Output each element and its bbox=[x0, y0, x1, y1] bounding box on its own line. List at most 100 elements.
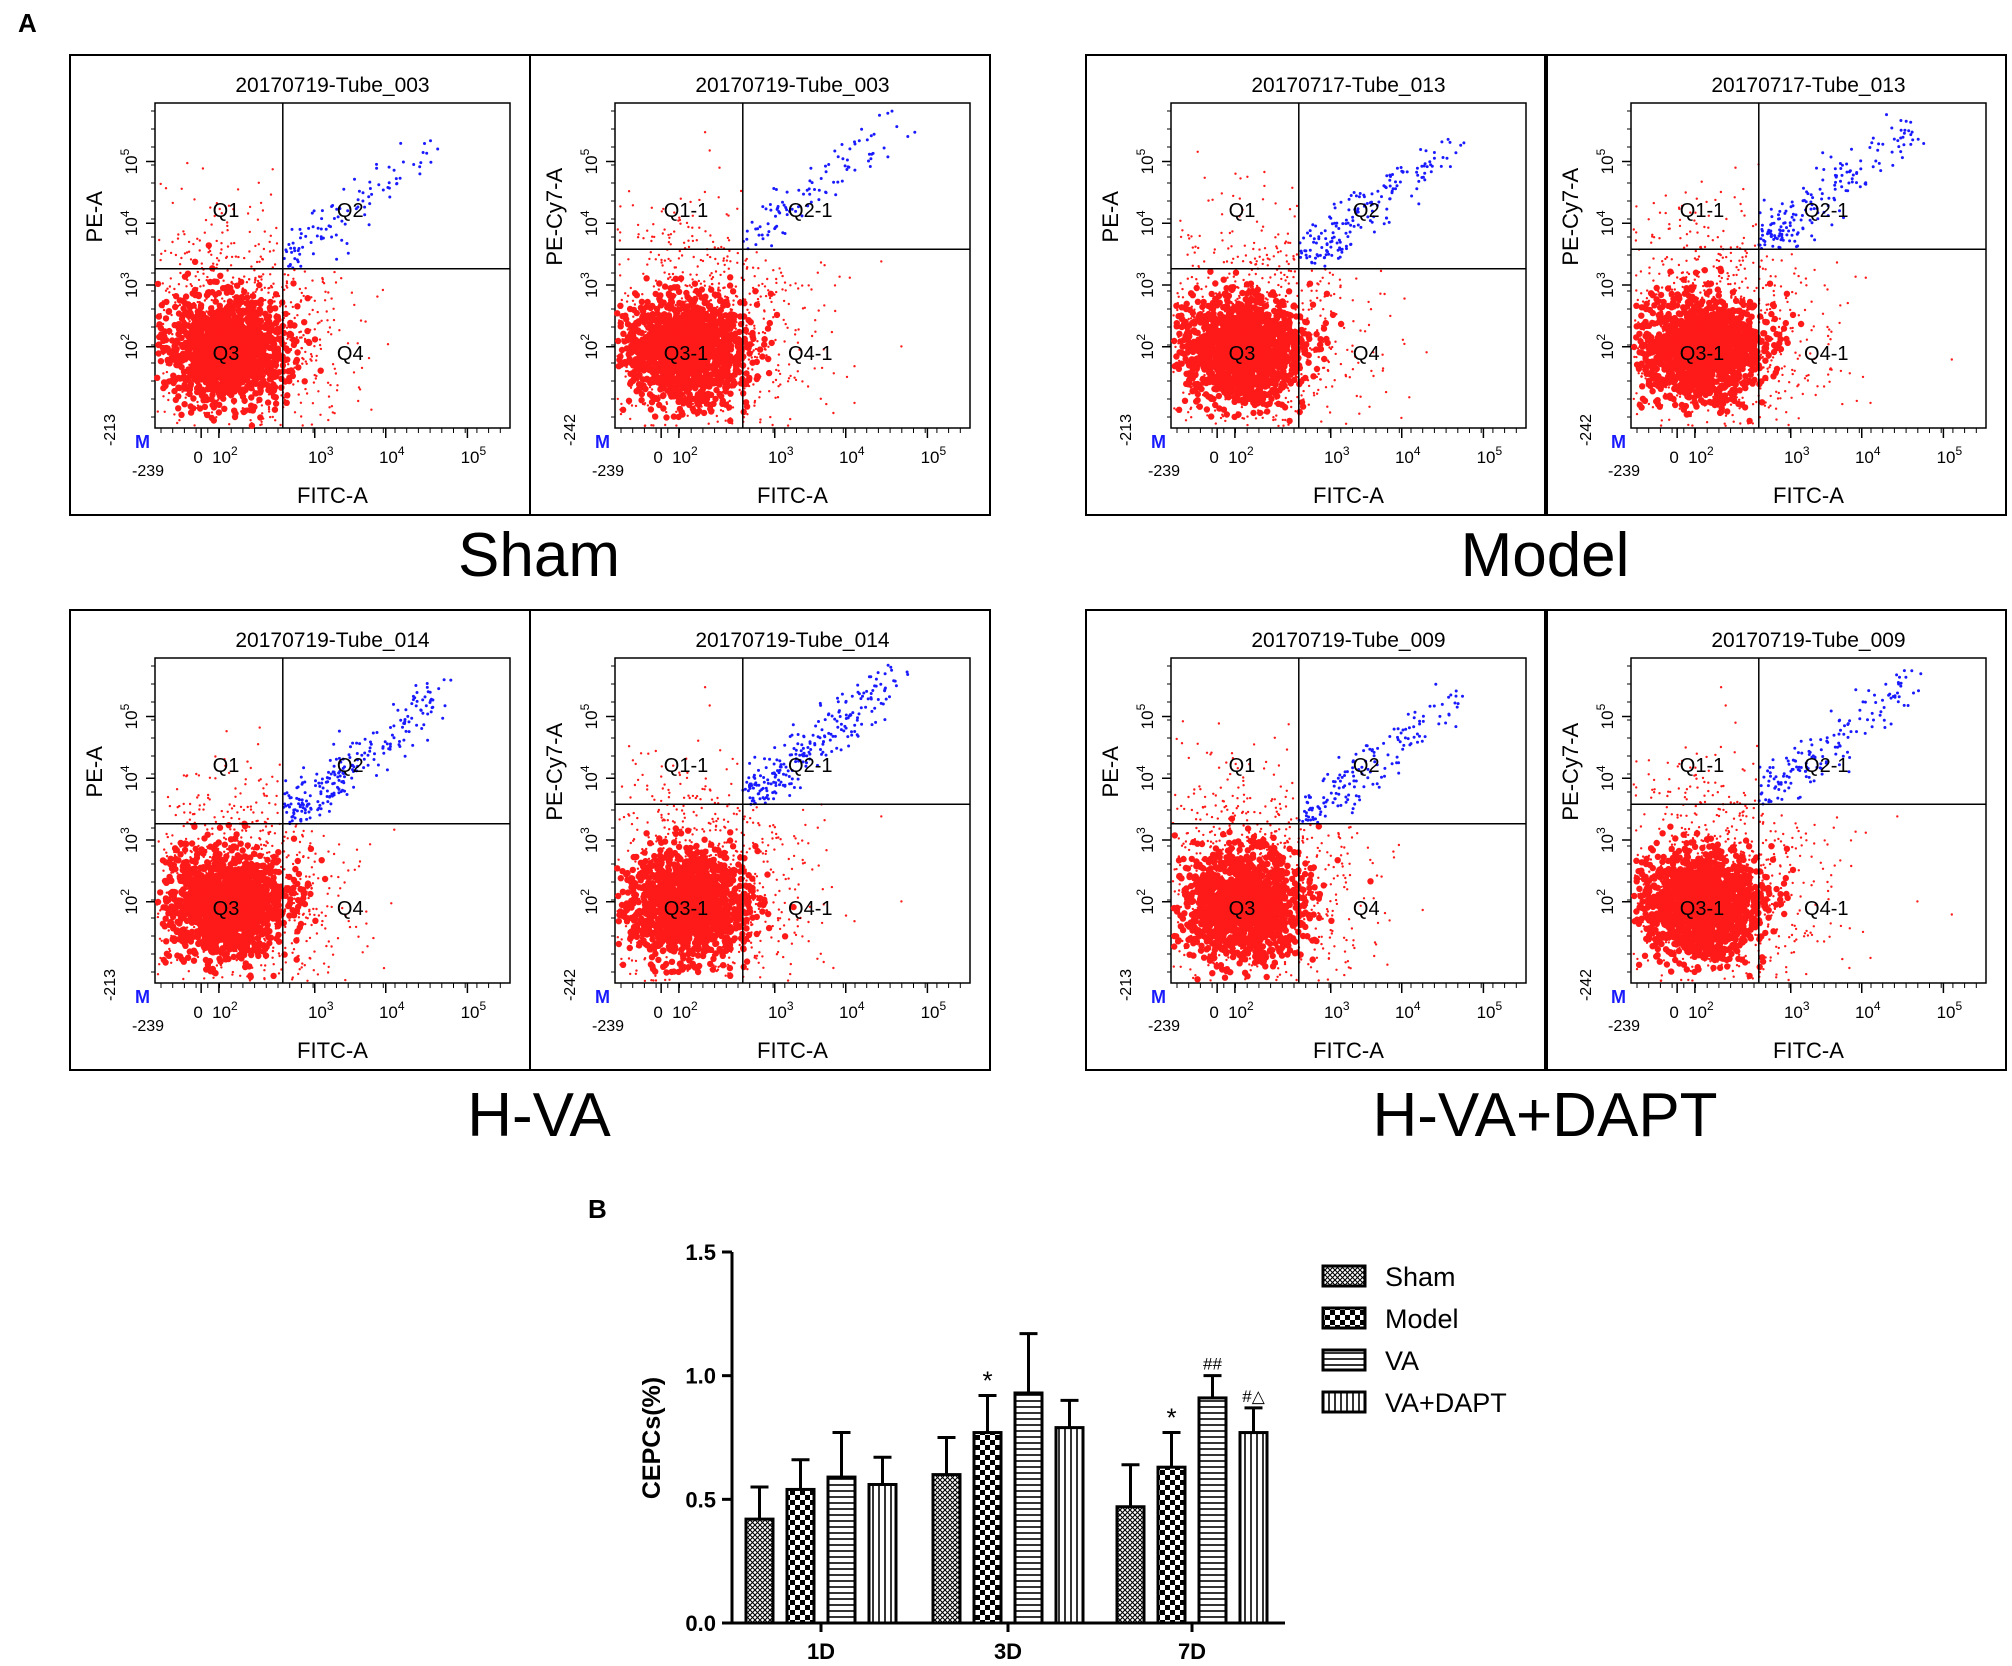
legend-label: VA+DAPT bbox=[1385, 1388, 1507, 1418]
y-axis-label: PE-A bbox=[1098, 746, 1123, 798]
x-min-label: -239 bbox=[1148, 1018, 1180, 1035]
bar bbox=[744, 1517, 775, 1625]
axis-tick-label: 103 bbox=[1134, 827, 1157, 853]
axis-tick-label: 104 bbox=[1134, 765, 1157, 791]
axis-tick-label: 0 bbox=[653, 448, 662, 467]
quadrant-label: Q4 bbox=[1353, 898, 1380, 920]
axis-tick-label: 105 bbox=[921, 999, 947, 1022]
axis-tick-label: 0 bbox=[1669, 448, 1678, 467]
axis-tick-label: 0 bbox=[193, 448, 202, 467]
x-axis-label: FITC-A bbox=[1773, 1038, 1844, 1063]
flow-plot-area bbox=[1630, 102, 1987, 429]
axis-tick-label: 102 bbox=[1594, 889, 1617, 915]
axis-tick-label: 104 bbox=[1395, 999, 1421, 1022]
axis-tick-label: 103 bbox=[308, 999, 334, 1022]
quadrant-label: Q4 bbox=[1353, 343, 1380, 365]
y-min-label: -213 bbox=[1118, 414, 1135, 446]
quadrant-label: Q2-1 bbox=[1804, 755, 1848, 777]
x-min-label: -239 bbox=[132, 463, 164, 480]
group-label-model: Model bbox=[1460, 521, 1630, 590]
axis-tick-label: 102 bbox=[1228, 999, 1254, 1022]
bar-x-tick-label: 1D bbox=[807, 1639, 835, 1664]
axis-tick-label: 103 bbox=[768, 999, 794, 1022]
axis-tick-label: 102 bbox=[672, 999, 698, 1022]
flow-plot: 20170719-Tube_003 Q1 Q2 Q3 Q4 102 103 104 105 0 10… bbox=[69, 54, 531, 516]
axis-tick-label: 102 bbox=[118, 889, 141, 915]
axis-tick-label: 105 bbox=[461, 999, 487, 1022]
flow-plot: 20170719-Tube_009 Q1-1 Q2-1 Q3-1 Q4-1 102 103 1… bbox=[1545, 609, 2007, 1071]
axis-tick-label: 103 bbox=[1784, 999, 1810, 1022]
quadrant-label: Q1-1 bbox=[1680, 200, 1724, 222]
gate-marker: M bbox=[135, 987, 150, 1007]
axis-tick-label: 105 bbox=[118, 703, 141, 729]
axis-tick-label: 103 bbox=[308, 444, 334, 467]
bar-y-tick-label: 0.0 bbox=[685, 1611, 716, 1636]
quadrant-label: Q4-1 bbox=[1804, 898, 1848, 920]
flow-plot-title: 20170717-Tube_013 bbox=[1251, 74, 1445, 97]
flow-plot-title: 20170719-Tube_003 bbox=[235, 74, 429, 97]
quadrant-label: Q4-1 bbox=[1804, 343, 1848, 365]
y-axis-label: PE-Cy7-A bbox=[542, 723, 567, 821]
flow-plot-area bbox=[1630, 657, 1987, 984]
quadrant-label: Q1 bbox=[213, 755, 240, 777]
quadrant-label: Q3-1 bbox=[1680, 343, 1724, 365]
y-axis-label: PE-Cy7-A bbox=[1558, 723, 1583, 821]
axis-tick-label: 103 bbox=[1324, 444, 1350, 467]
axis-tick-label: 102 bbox=[1134, 889, 1157, 915]
axis-tick-label: 104 bbox=[1134, 210, 1157, 236]
y-axis-label: PE-A bbox=[82, 746, 107, 798]
axis-tick-label: 105 bbox=[461, 444, 487, 467]
flow-plot-frame bbox=[529, 609, 991, 1071]
bar-y-tick-label: 0.5 bbox=[685, 1487, 716, 1512]
gate-marker: M bbox=[1151, 432, 1166, 452]
axis-tick-label: 103 bbox=[1784, 444, 1810, 467]
bar-x-tick-label: 3D bbox=[994, 1639, 1022, 1664]
quadrant-label: Q4-1 bbox=[788, 898, 832, 920]
legend-swatch bbox=[1321, 1390, 1367, 1414]
axis-tick-label: 105 bbox=[1134, 703, 1157, 729]
quadrant-label: Q3-1 bbox=[664, 343, 708, 365]
gate-marker: M bbox=[1151, 987, 1166, 1007]
axis-tick-label: 0 bbox=[1209, 448, 1218, 467]
axis-tick-label: 0 bbox=[653, 1003, 662, 1022]
y-axis-label: PE-A bbox=[1098, 191, 1123, 243]
bar bbox=[1156, 1465, 1187, 1625]
axis-tick-label: 102 bbox=[118, 334, 141, 360]
bar-x-tick-label: 7D bbox=[1178, 1639, 1206, 1664]
axis-tick-label: 105 bbox=[1477, 999, 1503, 1022]
gate-marker: M bbox=[1611, 987, 1626, 1007]
quadrant-label: Q1-1 bbox=[664, 755, 708, 777]
flow-plot-area bbox=[614, 657, 971, 984]
quadrant-label: Q2-1 bbox=[788, 755, 832, 777]
legend-label: VA bbox=[1385, 1346, 1419, 1376]
x-min-label: -239 bbox=[1608, 463, 1640, 480]
axis-tick-label: 105 bbox=[578, 703, 601, 729]
flow-plot-area bbox=[1170, 102, 1527, 429]
flow-plot: 20170717-Tube_013 Q1-1 Q2-1 Q3-1 Q4-1 102 103 1… bbox=[1545, 54, 2007, 516]
quadrant-label: Q2 bbox=[1353, 755, 1380, 777]
quadrant-label: Q2-1 bbox=[788, 200, 832, 222]
axis-tick-label: 105 bbox=[118, 148, 141, 174]
gate-marker: M bbox=[595, 432, 610, 452]
axis-tick-label: 102 bbox=[1688, 444, 1714, 467]
axis-tick-label: 102 bbox=[1228, 444, 1254, 467]
x-axis-label: FITC-A bbox=[297, 1038, 368, 1063]
flow-plot-title: 20170719-Tube_009 bbox=[1711, 629, 1905, 652]
axis-tick-label: 103 bbox=[1324, 999, 1350, 1022]
axis-tick-label: 103 bbox=[768, 444, 794, 467]
gate-marker: M bbox=[135, 432, 150, 452]
axis-tick-label: 102 bbox=[212, 444, 238, 467]
axis-tick-label: 105 bbox=[1134, 148, 1157, 174]
quadrant-label: Q4 bbox=[337, 898, 364, 920]
x-axis-label: FITC-A bbox=[1773, 483, 1844, 508]
flow-plot-frame bbox=[529, 54, 991, 516]
x-min-label: -239 bbox=[592, 463, 624, 480]
bar bbox=[1054, 1426, 1085, 1625]
y-min-label: -242 bbox=[1578, 969, 1595, 1001]
quadrant-label: Q2 bbox=[1353, 200, 1380, 222]
axis-tick-label: 105 bbox=[1477, 444, 1503, 467]
flow-plot: 20170719-Tube_009 Q1 Q2 Q3 Q4 102 103 104 105 0 10… bbox=[1085, 609, 1547, 1071]
y-min-label: -213 bbox=[102, 414, 119, 446]
axis-tick-label: 104 bbox=[1594, 210, 1617, 236]
